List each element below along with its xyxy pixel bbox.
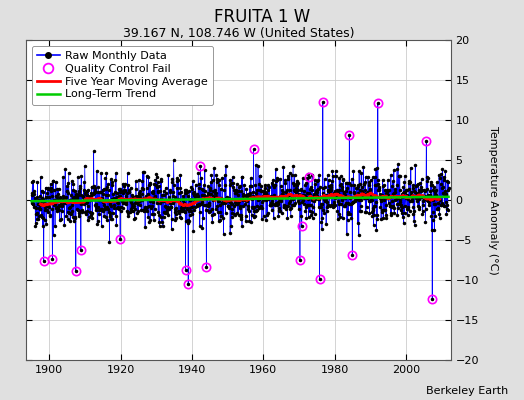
Text: Berkeley Earth: Berkeley Earth (426, 386, 508, 396)
Y-axis label: Temperature Anomaly (°C): Temperature Anomaly (°C) (488, 126, 498, 274)
Title: 39.167 N, 108.746 W (United States): 39.167 N, 108.746 W (United States) (123, 27, 354, 40)
Legend: Raw Monthly Data, Quality Control Fail, Five Year Moving Average, Long-Term Tren: Raw Monthly Data, Quality Control Fail, … (32, 46, 213, 105)
Text: FRUITA 1 W: FRUITA 1 W (214, 8, 310, 26)
